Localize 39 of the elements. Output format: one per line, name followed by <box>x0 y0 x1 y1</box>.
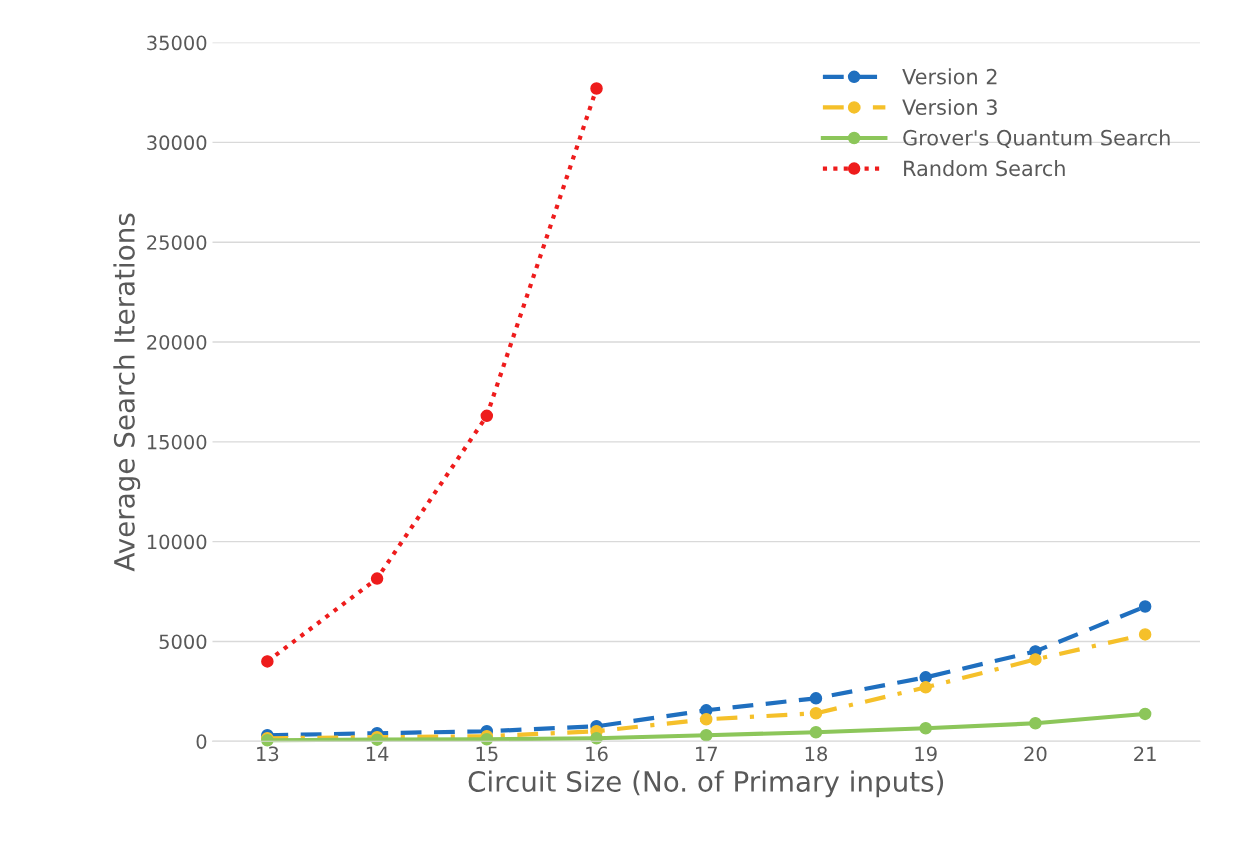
x-tick-label: 17 <box>696 746 717 761</box>
x-tick-label: 20 <box>1024 746 1047 762</box>
point <box>480 409 494 423</box>
x-tick-label: 16 <box>586 746 608 762</box>
y-tick-label: 25000 <box>147 235 207 250</box>
legend-label: Grover's Quantum Search <box>903 129 1170 149</box>
y-tick-label: 35000 <box>147 35 207 51</box>
legend-label: Version 3 <box>902 98 997 116</box>
x-tick-label: 13 <box>257 746 279 762</box>
point <box>809 726 823 739</box>
x-tick-label: 19 <box>915 746 937 762</box>
legend-label: Version 2 <box>902 68 997 85</box>
point <box>261 655 274 668</box>
point <box>1138 600 1152 613</box>
y-tick-label: 0 <box>196 734 207 749</box>
x-tick-label: 14 <box>366 746 389 761</box>
y-tick-label: 15000 <box>147 434 207 450</box>
point <box>590 82 603 95</box>
point <box>699 713 713 726</box>
legend-label: Random Search <box>904 160 1065 177</box>
x-axis-title: Circuit Size (No. of Primary inputs) <box>468 770 944 798</box>
x-tick-label: 18 <box>805 746 828 762</box>
point <box>919 722 932 735</box>
point <box>809 707 823 720</box>
x-tick-label: 15 <box>476 746 498 762</box>
point <box>699 729 713 742</box>
point <box>370 572 384 585</box>
x-tick-label: 21 <box>1134 746 1156 761</box>
y-tick-label: 10000 <box>147 534 207 550</box>
point <box>1029 653 1042 666</box>
y-axis-title: Average Search Iterations <box>113 213 141 572</box>
point <box>1029 717 1042 730</box>
point <box>1138 628 1152 641</box>
y-tick-label: 5000 <box>159 634 207 650</box>
point <box>809 692 823 705</box>
y-tick-label: 30000 <box>147 135 207 151</box>
y-tick-label: 20000 <box>147 334 207 350</box>
point <box>1138 707 1152 721</box>
point <box>919 681 932 694</box>
